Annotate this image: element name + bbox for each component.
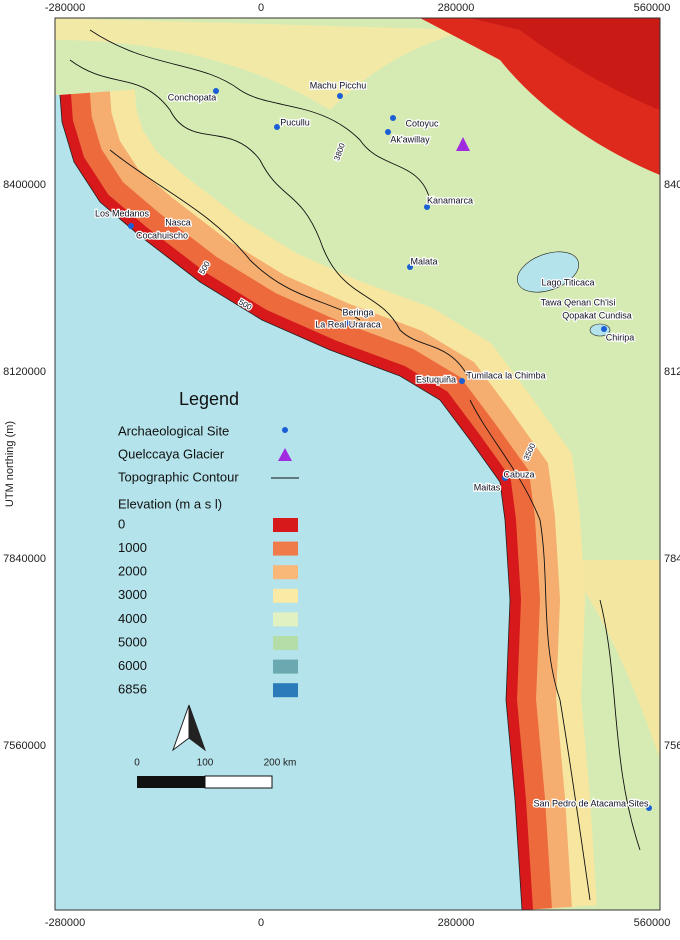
site-label: Estuquiña [416, 374, 456, 384]
scale-label: 100 [197, 758, 214, 769]
y-tick-label: 7560000 [664, 740, 680, 752]
coastline [59, 94, 523, 910]
x-tick-label: 0 [258, 2, 264, 14]
x-tick-label: 0 [258, 917, 264, 929]
site-label: Maitas [474, 482, 501, 492]
site-label: La Real Uraraca [315, 319, 381, 329]
legend-item: Archaeological Site [118, 423, 229, 438]
site-marker [390, 115, 396, 121]
x-tick-label: 280000 [438, 2, 475, 14]
elevation-label: 1000 [118, 540, 147, 555]
elevation-swatch [273, 636, 298, 650]
elevation-swatch [273, 659, 298, 674]
site-label: Machu Picchu [310, 80, 367, 90]
site-marker [646, 805, 652, 811]
glacier-marker [456, 137, 470, 151]
site-label: Kanamarca [427, 195, 473, 205]
site-label: Cabuza [503, 469, 534, 479]
site-label: Los Medanos [95, 208, 150, 218]
site-label: Malata [410, 256, 437, 266]
y-tick-label: 7560000 [3, 740, 46, 752]
elevation-label: 5000 [118, 634, 147, 649]
elevation-label: 2000 [118, 564, 147, 579]
legend-glacier-symbol [278, 448, 292, 461]
site-label: Nasca [165, 217, 191, 227]
site-label: Chiripa [606, 332, 635, 342]
legend-site-symbol [282, 427, 288, 433]
site-marker [337, 93, 343, 99]
legend-item: Topographic Contour [118, 469, 239, 484]
site-label: Cotoyuc [405, 118, 439, 128]
y-axis-label: UTM northing (m) [4, 421, 16, 507]
legend-item: Quelccaya Glacier [118, 446, 225, 461]
site-label: Tawa Qenan Ch'isi [541, 297, 616, 307]
elevation-label: 3000 [118, 587, 147, 602]
elevation-label: 6000 [118, 658, 147, 673]
elevation-swatch [273, 683, 298, 698]
elevation-title: Elevation (m a s l) [118, 496, 222, 511]
site-marker [128, 223, 134, 229]
map-area [55, 18, 660, 910]
site-label: Tumilaca la Chimba [466, 370, 545, 380]
site-label: Beringa [342, 307, 373, 317]
y-tick-label: 8400000 [3, 179, 46, 191]
site-marker [407, 264, 413, 270]
site-marker [274, 124, 280, 130]
elevation-swatch [273, 612, 298, 627]
y-tick-label: 8120000 [3, 366, 46, 378]
legend-title: Legend [179, 389, 239, 409]
elevation-swatch [273, 541, 298, 556]
elevation-swatch [273, 588, 298, 603]
site-label: Lago Titicaca [541, 277, 594, 287]
x-tick-label: 560000 [634, 2, 671, 14]
site-label: Qopakat Cundisa [562, 310, 632, 320]
site-label: San Pedro de Atacama Sites [533, 798, 649, 808]
site-marker [385, 129, 391, 135]
site-marker [346, 320, 352, 326]
elevation-label: 6856 [118, 682, 147, 697]
map-frame [54, 17, 661, 911]
site-label: Ak'awillay [390, 134, 430, 144]
site-marker [601, 326, 607, 332]
elevation-label: 4000 [118, 611, 147, 626]
y-tick-label: 8400000 [664, 179, 680, 191]
site-marker [424, 204, 430, 210]
site-marker [502, 475, 508, 481]
x-tick-label: -280000 [45, 917, 85, 929]
site-label: Pucullu [280, 117, 310, 127]
site-marker [213, 88, 219, 94]
scale-bar [137, 775, 273, 789]
y-tick-label: 8120000 [664, 366, 680, 378]
y-tick-label: 7840000 [3, 553, 46, 565]
site-label: Cocahuischo [136, 230, 188, 240]
site-label: Conchopata [168, 92, 217, 102]
elevation-swatch [273, 518, 298, 532]
site-marker [459, 378, 465, 384]
scale-label: 200 km [264, 758, 297, 769]
scale-label: 0 [134, 758, 140, 769]
y-tick-label: 7840000 [664, 553, 680, 565]
north-arrow [171, 704, 207, 752]
elevation-label: 0 [118, 516, 125, 531]
x-tick-label: 560000 [634, 917, 671, 929]
elevation-swatch [273, 565, 298, 580]
x-tick-label: 280000 [438, 917, 475, 929]
x-tick-label: -280000 [45, 2, 85, 14]
